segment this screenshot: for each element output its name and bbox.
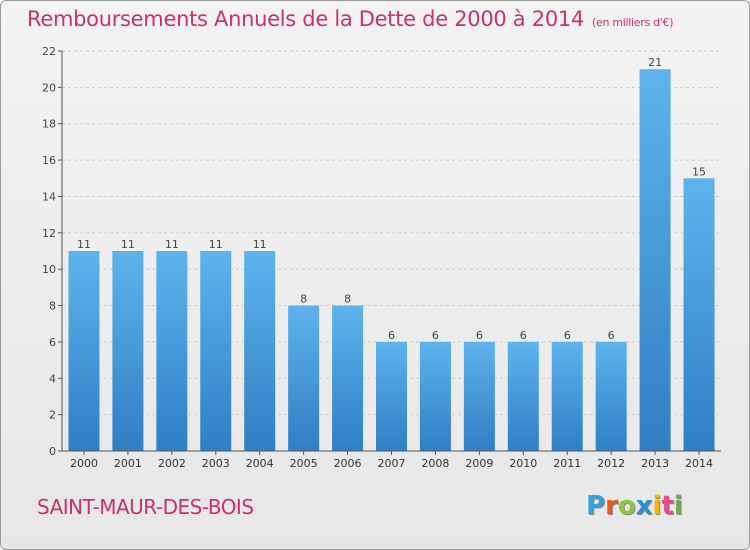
logo-letter: o [617, 491, 636, 521]
x-tick-label: 2002 [158, 457, 186, 470]
chart-unit: (en milliers d'€) [592, 16, 674, 29]
bar [332, 305, 364, 451]
x-tick-label: 2006 [334, 457, 362, 470]
bar-value-label: 11 [121, 238, 135, 251]
bar [288, 305, 320, 451]
x-tick-label: 2010 [509, 457, 537, 470]
y-tick-label: 10 [42, 263, 56, 276]
bar [551, 341, 583, 451]
x-tick-label: 2003 [202, 457, 230, 470]
bar [639, 69, 671, 451]
y-tick-label: 16 [42, 154, 56, 167]
bar-value-label: 11 [165, 238, 179, 251]
y-tick-label: 18 [42, 118, 56, 131]
chart-title: Remboursements Annuels de la Dette de 20… [27, 7, 673, 31]
bar-value-label: 8 [344, 293, 351, 306]
x-tick-label: 2011 [553, 457, 581, 470]
x-tick-label: 2009 [465, 457, 493, 470]
bar-value-label: 6 [432, 329, 439, 342]
bar [507, 341, 539, 451]
x-tick-label: 2007 [378, 457, 406, 470]
y-tick-label: 12 [42, 227, 56, 240]
town-name: SAINT-MAUR-DES-BOIS [37, 495, 254, 519]
x-tick-label: 2008 [421, 457, 449, 470]
bar-value-label: 6 [476, 329, 483, 342]
bar [595, 341, 627, 451]
bar-value-label: 6 [564, 329, 571, 342]
bar [200, 251, 232, 451]
x-tick-label: 2005 [290, 457, 318, 470]
y-tick-label: 6 [49, 336, 56, 349]
bar-value-label: 11 [209, 238, 223, 251]
logo-letter: t [661, 491, 674, 521]
logo-letter: P [586, 491, 606, 521]
bar-value-label: 11 [77, 238, 91, 251]
bar-value-label: 8 [300, 293, 307, 306]
bar [156, 251, 188, 451]
y-tick-label: 8 [49, 300, 56, 313]
x-tick-label: 2004 [246, 457, 274, 470]
bar-value-label: 6 [388, 329, 395, 342]
y-tick-label: 22 [42, 45, 56, 58]
bar-value-label: 11 [253, 238, 267, 251]
bar-value-label: 6 [520, 329, 527, 342]
bar [112, 251, 144, 451]
logo-letter: i [652, 491, 662, 521]
chart-title-text: Remboursements Annuels de la Dette de 20… [27, 7, 584, 31]
bar [419, 341, 451, 451]
bar [463, 341, 495, 451]
bar-value-label: 21 [648, 56, 662, 69]
y-tick-label: 14 [42, 190, 56, 203]
bar [376, 341, 407, 451]
y-tick-label: 4 [49, 372, 56, 385]
bar [68, 251, 100, 451]
bar-value-label: 15 [692, 165, 706, 178]
bar [683, 178, 715, 452]
y-tick-label: 0 [49, 445, 56, 458]
logo-letter: r [605, 491, 618, 521]
bar [244, 251, 276, 451]
x-tick-label: 2000 [70, 457, 98, 470]
x-tick-label: 2013 [641, 457, 669, 470]
logo-letter: i [673, 491, 683, 521]
y-tick-label: 2 [49, 409, 56, 422]
x-tick-label: 2001 [114, 457, 142, 470]
logo-letter: x [635, 491, 653, 521]
x-tick-label: 2012 [597, 457, 625, 470]
bar-value-label: 6 [608, 329, 615, 342]
y-tick-label: 20 [42, 81, 56, 94]
x-tick-label: 2014 [685, 457, 713, 470]
proxiti-logo: Proxiti [586, 491, 683, 521]
